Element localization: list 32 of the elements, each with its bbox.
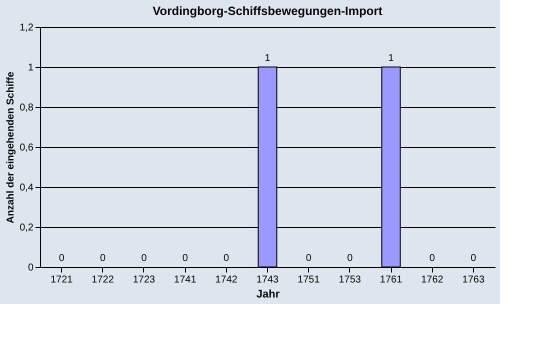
x-tick-label: 1743 — [256, 274, 280, 286]
y-tick-label: 0,8 — [20, 102, 34, 114]
x-tick-label: 1722 — [92, 274, 114, 286]
x-tick-label: 1761 — [380, 274, 403, 286]
y-tick-label: 0,2 — [20, 222, 34, 234]
x-tick-label: 1751 — [298, 274, 320, 286]
data-label: 0 — [182, 253, 188, 264]
data-label: 0 — [100, 253, 106, 264]
x-tick-label: 1763 — [462, 274, 485, 286]
data-label: 0 — [347, 253, 354, 264]
data-label: 0 — [224, 253, 230, 264]
data-label: 0 — [58, 253, 65, 264]
y-tick-label: 1 — [28, 62, 34, 74]
data-label: 0 — [470, 253, 477, 264]
y-axis-title: Anzahl der eingehenden Schiffe — [6, 71, 17, 224]
data-label: 1 — [388, 53, 394, 64]
x-tick-label: 1723 — [132, 274, 156, 286]
x-tick-label: 1742 — [215, 274, 238, 286]
y-tick-label: 0,4 — [20, 182, 34, 194]
x-tick-label: 1753 — [338, 274, 362, 286]
data-label: 0 — [306, 253, 312, 264]
y-tick-label: 1,2 — [20, 22, 34, 34]
y-tick-label: 0 — [28, 262, 34, 274]
data-label: 1 — [264, 53, 271, 64]
x-tick-label: 1762 — [421, 274, 444, 286]
y-tick-label: 0,6 — [20, 142, 34, 154]
x-tick-label: 1741 — [174, 274, 197, 286]
chart-title: Vordingborg-Schiffsbewegungen-Import — [152, 4, 382, 18]
x-tick-label: 1721 — [50, 274, 74, 286]
x-axis-title: Jahr — [256, 288, 280, 300]
data-label: 0 — [141, 253, 148, 264]
data-label: 0 — [429, 253, 436, 264]
